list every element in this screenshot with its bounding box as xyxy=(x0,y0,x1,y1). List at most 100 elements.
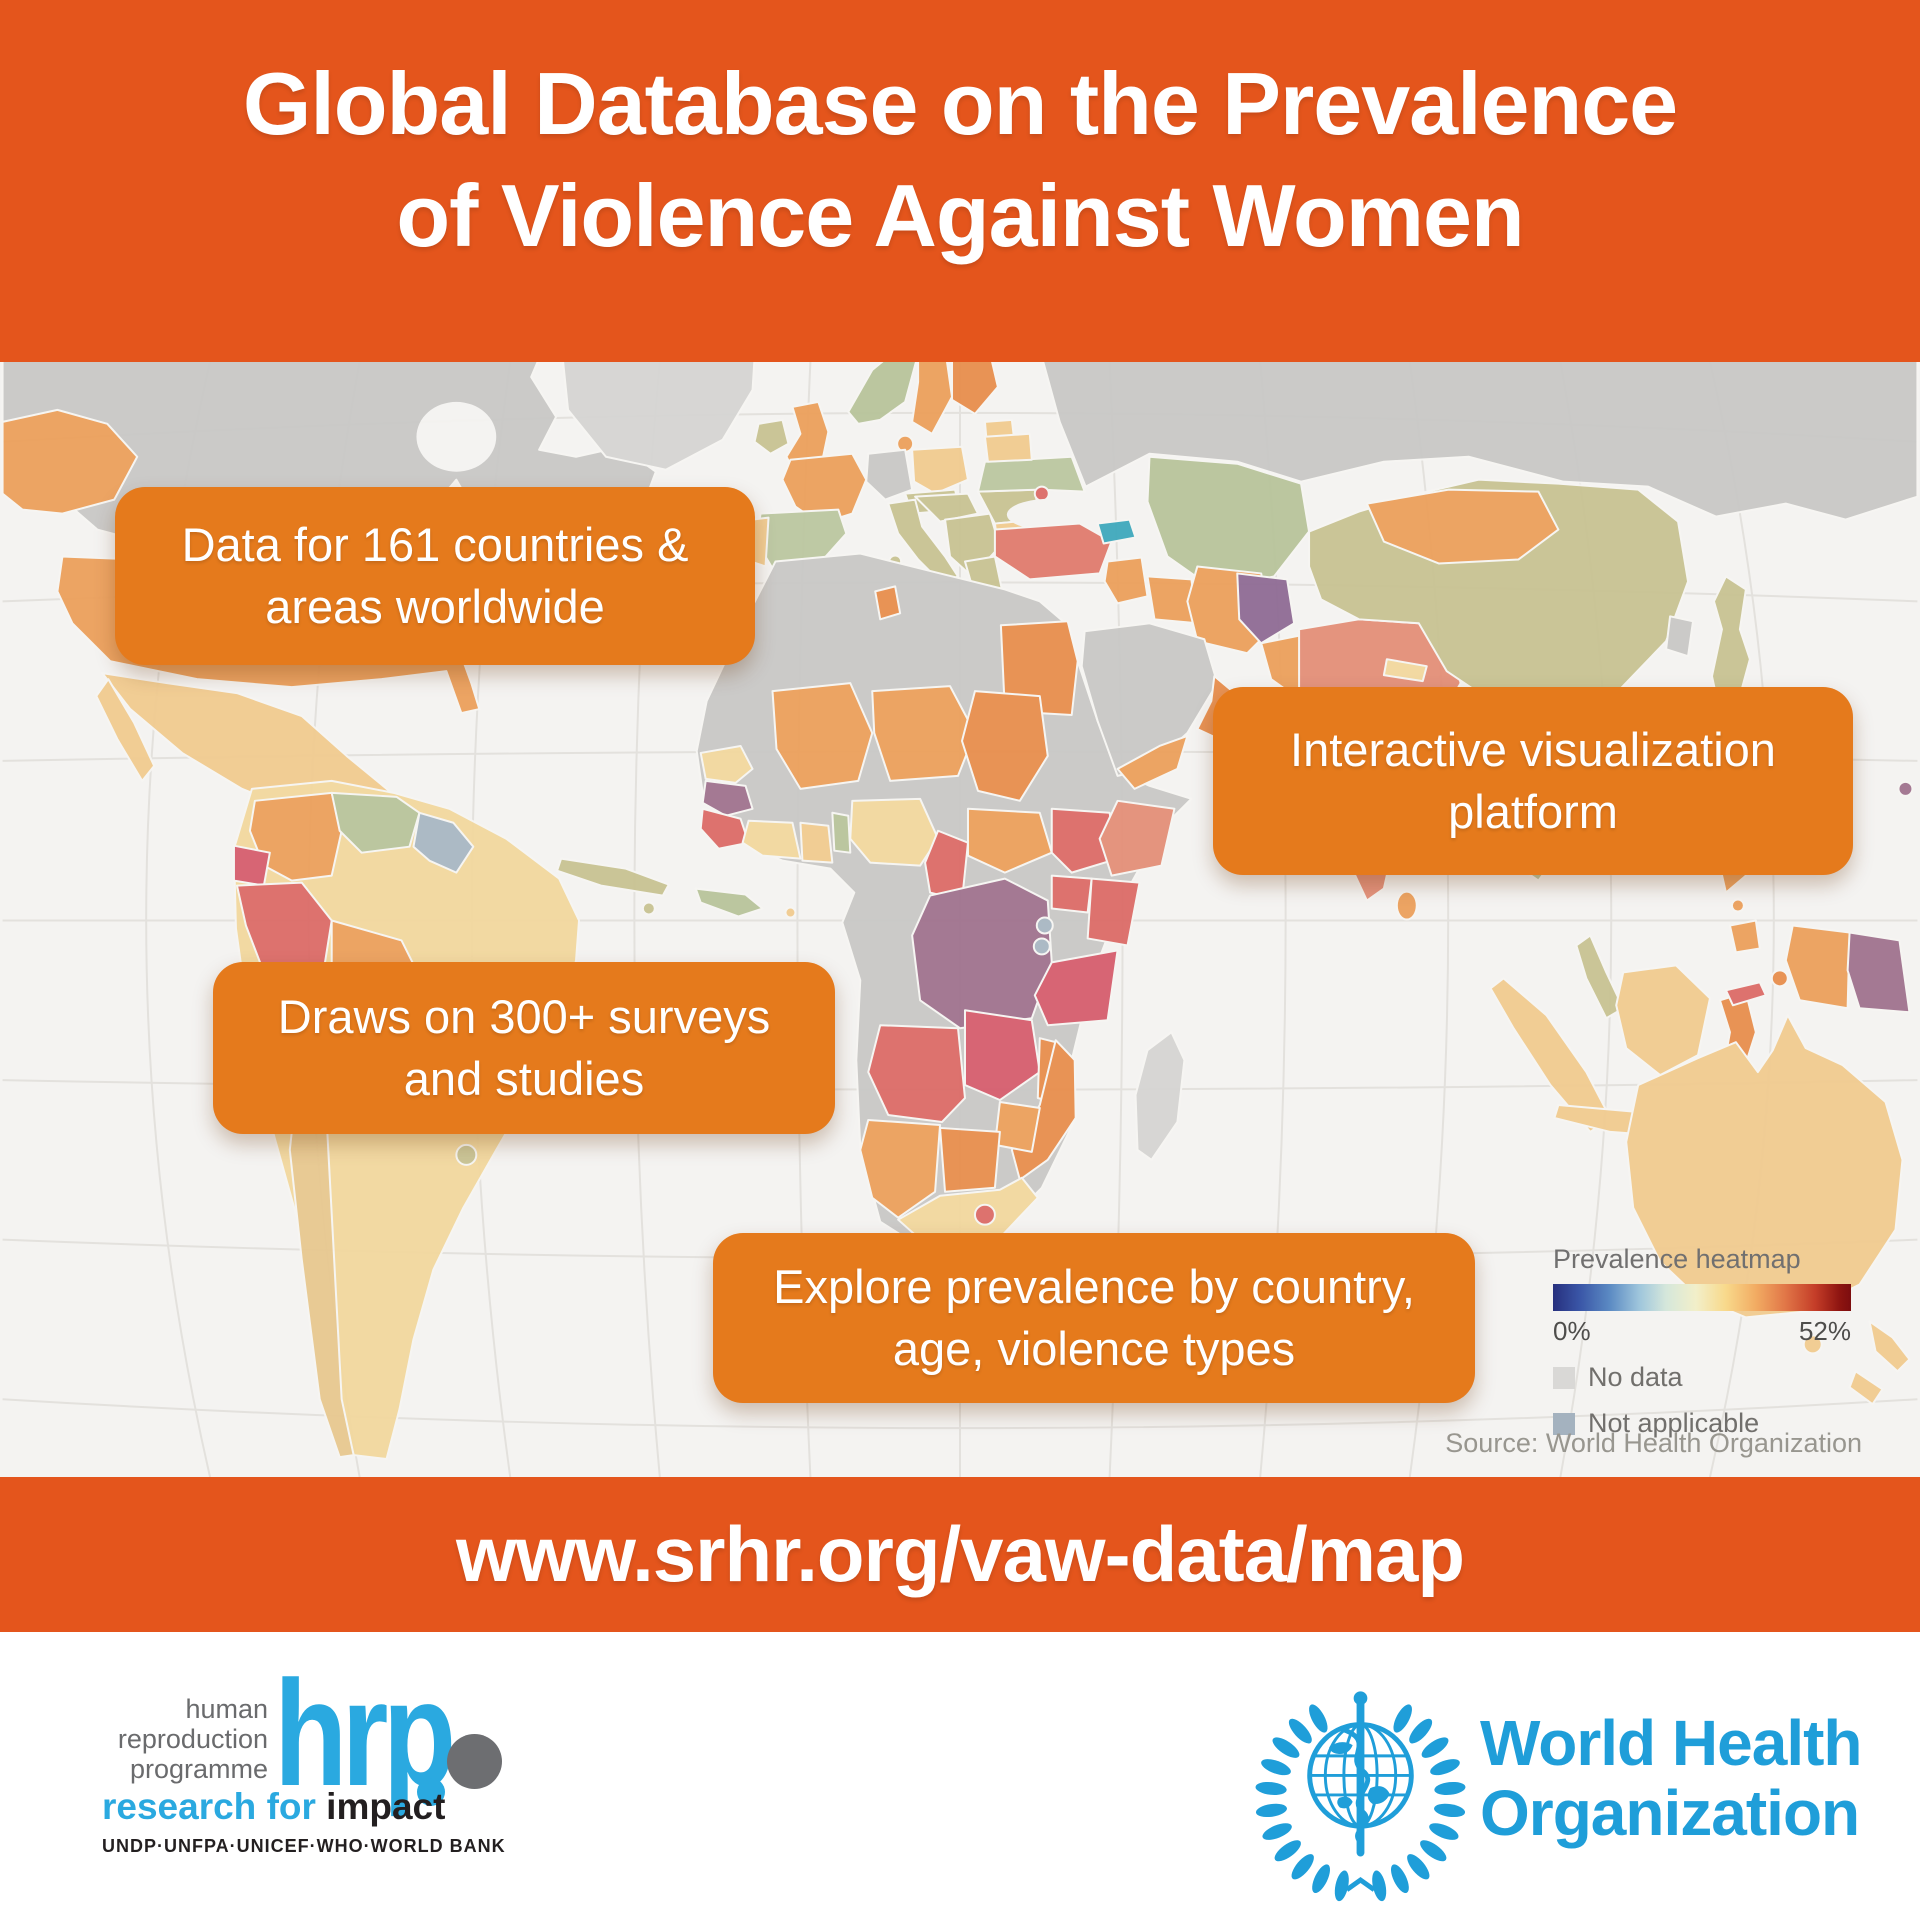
country-ghana xyxy=(799,821,834,864)
country-moldova xyxy=(1033,485,1050,502)
not-applicable-swatch xyxy=(1553,1412,1575,1435)
country-namibia xyxy=(859,1118,942,1219)
page-title: Global Database on the Prevalence of Vio… xyxy=(0,0,1920,272)
not-applicable-label: Not applicable xyxy=(1588,1408,1760,1438)
legend-item-not-applicable: Not applicable xyxy=(1553,1408,1863,1439)
hrp-tagline-line1: human xyxy=(185,1694,268,1724)
hrp-tagline: human reproduction programme xyxy=(100,1694,268,1784)
country-afghanistan xyxy=(1236,572,1296,645)
country-venezuela xyxy=(330,791,421,854)
who-emblem-icon xyxy=(1255,1691,1466,1902)
callout-surveys-line2: and studies xyxy=(403,1052,645,1105)
country-rwanda xyxy=(1035,916,1054,935)
country-australia xyxy=(1625,1014,1904,1319)
island-mindanao xyxy=(1728,919,1761,954)
hudson-bay xyxy=(416,401,497,472)
baja-peninsula xyxy=(95,678,156,782)
country-chile xyxy=(288,1059,355,1459)
island-fiji xyxy=(1897,780,1914,797)
header-banner: Global Database on the Prevalence of Vio… xyxy=(0,0,1920,362)
hrp-partners: UNDP·UNFPA·UNICEF·WHO·WORLD BANK xyxy=(102,1836,506,1856)
callout-explore-line2: age, violence types xyxy=(892,1322,1296,1375)
legend-scale: 0% 52% xyxy=(1553,1316,1851,1347)
country-poland xyxy=(911,445,969,495)
island-halmahera xyxy=(1770,969,1789,988)
country-jamaica xyxy=(641,901,656,916)
black-sea xyxy=(1006,498,1097,531)
hrp-gray-circle-icon xyxy=(447,1734,502,1789)
country-kazakhstan xyxy=(1146,455,1311,591)
country-burundi xyxy=(1032,937,1051,956)
island-sumatra xyxy=(1489,977,1612,1133)
database-url: www.srhr.org/vaw-data/map xyxy=(455,1510,1465,1598)
no-data-label: No data xyxy=(1588,1362,1683,1392)
hrp-tagline-line3: programme xyxy=(129,1754,268,1784)
staff-of-asclepius-icon xyxy=(1340,1691,1371,1857)
country-greenland xyxy=(562,362,756,471)
callout-countries-line1: Data for 161 countries & xyxy=(181,518,689,571)
country-uganda xyxy=(1050,874,1093,914)
country-puerto-rico xyxy=(784,906,797,919)
country-syria-levant xyxy=(1103,556,1149,605)
country-guyana xyxy=(412,811,475,874)
country-png xyxy=(1846,931,1911,1014)
country-zimbabwe xyxy=(993,1101,1041,1153)
country-mongolia xyxy=(1365,488,1560,565)
island-timor xyxy=(1724,981,1767,1007)
hrp-logo: human reproduction programme hrp researc… xyxy=(100,1658,540,1870)
callout-countries-line2: areas worldwide xyxy=(265,580,605,633)
country-nigeria xyxy=(849,797,940,867)
callout-explore-line1: Explore prevalence by country, xyxy=(773,1260,1415,1313)
no-data-swatch xyxy=(1553,1366,1575,1389)
island-west-papua xyxy=(1784,924,1851,1010)
country-tunisia xyxy=(874,585,902,621)
country-new-zealand-north xyxy=(1868,1320,1911,1373)
callout-explore: Explore prevalence by country, age, viol… xyxy=(713,1233,1475,1403)
country-ecuador xyxy=(232,844,271,887)
legend-gradient-bar xyxy=(1553,1284,1851,1311)
legend-max-label: 52% xyxy=(1798,1316,1851,1346)
hrp-blue-dot-icon xyxy=(417,1778,445,1806)
country-chad xyxy=(960,690,1049,802)
country-germany xyxy=(865,448,914,501)
country-uruguay xyxy=(455,1143,478,1166)
country-russia xyxy=(1042,362,1919,521)
who-logo: World Health Organization xyxy=(1253,1682,1893,1912)
callout-platform: Interactive visualization platform xyxy=(1213,687,1853,875)
country-yemen xyxy=(1116,734,1189,790)
who-name-line2: Organization xyxy=(1480,1777,1860,1849)
callout-countries: Data for 161 countries & areas worldwide xyxy=(115,487,755,665)
who-name: World Health Organization xyxy=(1480,1708,1862,1848)
laurel-wreath-icon xyxy=(1255,1704,1466,1902)
country-angola xyxy=(867,1024,966,1123)
country-ukraine xyxy=(976,455,1086,493)
country-guinea xyxy=(701,779,754,817)
hrp-slogan: research for impact xyxy=(102,1786,445,1828)
country-south-sudan xyxy=(1050,807,1119,874)
country-mali xyxy=(771,682,874,790)
country-kenya xyxy=(1086,877,1141,947)
callout-platform-line2: platform xyxy=(1448,785,1618,838)
country-belarus xyxy=(983,432,1033,463)
legend-item-no-data: No data xyxy=(1553,1362,1863,1393)
country-benin xyxy=(831,811,852,854)
hrp-slogan-blue: research for xyxy=(102,1786,316,1827)
island-tasmania xyxy=(1802,1334,1823,1355)
malay-peninsula xyxy=(1575,934,1625,1020)
legend-min-label: 0% xyxy=(1553,1316,1591,1346)
country-lesotho xyxy=(973,1203,996,1226)
country-sweden xyxy=(911,362,954,435)
country-italy xyxy=(887,498,960,585)
legend-title: Prevalence heatmap xyxy=(1553,1244,1801,1274)
title-line2: of Violence Against Women xyxy=(396,166,1524,265)
country-sierra-leone xyxy=(699,807,750,850)
country-cote-divoire xyxy=(741,819,802,860)
title-line1: Global Database on the Prevalence xyxy=(242,54,1678,153)
map-source-credit: Source: World Health Organization xyxy=(1445,1428,1862,1458)
footer: human reproduction programme hrp researc… xyxy=(0,1632,1920,1920)
prevalence-legend: Prevalence heatmap 0% 52% No data Not ap… xyxy=(1553,1244,1863,1439)
country-sri-lanka xyxy=(1395,890,1418,921)
who-name-line1: World Health xyxy=(1480,1707,1862,1779)
country-hispaniola xyxy=(694,887,764,918)
